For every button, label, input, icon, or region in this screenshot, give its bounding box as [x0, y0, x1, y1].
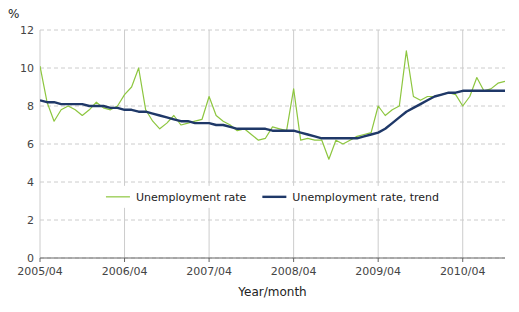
plot-area — [40, 51, 505, 159]
y-grid-line — [40, 30, 505, 31]
legend-entry: Unemployment rate, trend — [292, 191, 439, 204]
y-tick-label: 0 — [27, 252, 34, 265]
x-tick — [462, 258, 463, 262]
x-grid-line — [462, 30, 463, 258]
x-axis-label: Year/month — [237, 285, 306, 299]
x-tick — [293, 258, 294, 262]
y-grid-line — [40, 144, 505, 145]
y-tick-label: 2 — [27, 214, 34, 227]
x-tick-label: 2008/04 — [271, 265, 317, 278]
legend-box — [98, 186, 447, 208]
x-grid-line — [40, 30, 41, 258]
y-grid-line — [40, 106, 505, 107]
legend-swatch — [106, 196, 130, 197]
x-tick — [40, 258, 41, 262]
legend-swatch — [262, 196, 286, 198]
y-tick-label: 4 — [27, 176, 34, 189]
x-tick — [209, 258, 210, 262]
x-grid-line — [209, 30, 210, 258]
y-grid-line — [40, 182, 505, 183]
x-grid-line — [124, 30, 125, 258]
y-grid-line — [40, 68, 505, 69]
series-line — [40, 51, 505, 159]
x-grid-line — [293, 30, 294, 258]
x-tick — [378, 258, 379, 262]
y-grid-line — [40, 220, 505, 221]
chart: 0 2 4 6 8 10 12 2005/04 2006/04 2007/04 2008/04 200… — [0, 0, 519, 312]
x-axis-line — [40, 258, 505, 259]
y-tick-label: 6 — [27, 138, 34, 151]
x-grid-line — [378, 30, 379, 258]
x-tick — [124, 258, 125, 262]
legend-entry: Unemployment rate — [136, 191, 247, 204]
y-tick-label: 12 — [20, 24, 34, 37]
series-line — [40, 91, 505, 139]
x-tick-label: 2010/04 — [440, 265, 486, 278]
x-tick-label: 2009/04 — [355, 265, 401, 278]
y-grid-line — [40, 258, 505, 259]
x-tick-label: 2005/04 — [17, 265, 63, 278]
x-tick-label: 2006/04 — [102, 265, 148, 278]
y-tick-label: 8 — [27, 100, 34, 113]
legend: Unemployment rate Unemployment rate, tren… — [98, 186, 447, 208]
y-axis-label: % — [8, 7, 19, 21]
y-tick-label: 10 — [20, 62, 34, 75]
x-tick-label: 2007/04 — [186, 265, 232, 278]
